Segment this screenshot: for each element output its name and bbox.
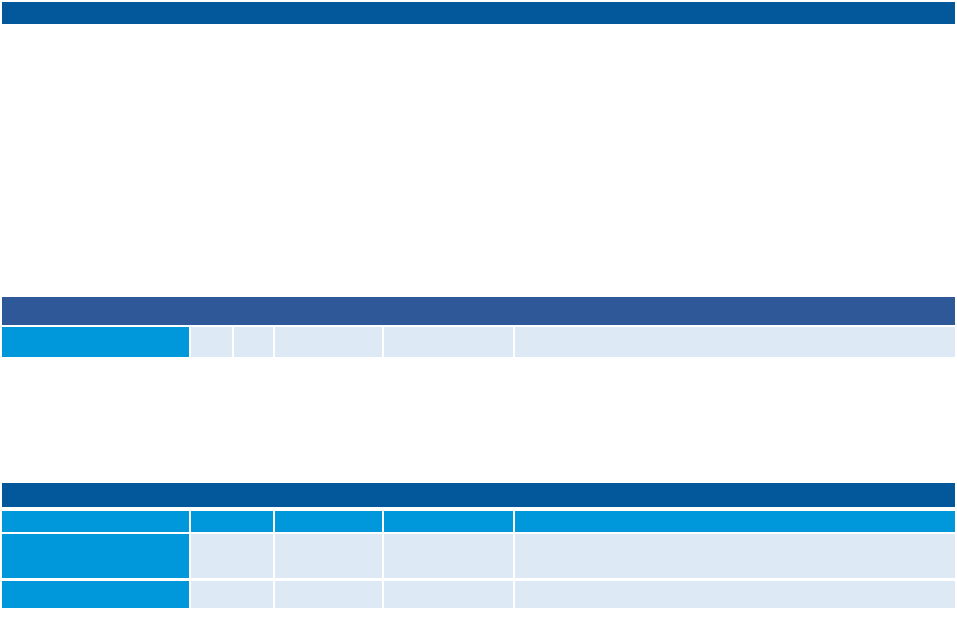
section-header [2,483,955,507]
cell [384,327,513,357]
column-header-cell [2,511,189,532]
cell [191,327,232,357]
column-header-cell [515,511,955,532]
column-header-cell [384,511,513,532]
top-bar [2,2,955,24]
cell [515,327,955,357]
cell [275,534,382,578]
column-header-cell [191,511,273,532]
cell [515,534,955,578]
section-header [2,297,955,325]
row-header-cell [2,581,189,608]
row-header-cell [2,534,189,578]
row-header-cell [2,327,189,357]
cell [275,581,382,608]
cell [515,581,955,608]
cell [384,581,513,608]
cell [384,534,513,578]
cell [234,327,273,357]
cell [275,327,382,357]
cell [191,534,273,578]
cell [191,581,273,608]
column-header-cell [275,511,382,532]
